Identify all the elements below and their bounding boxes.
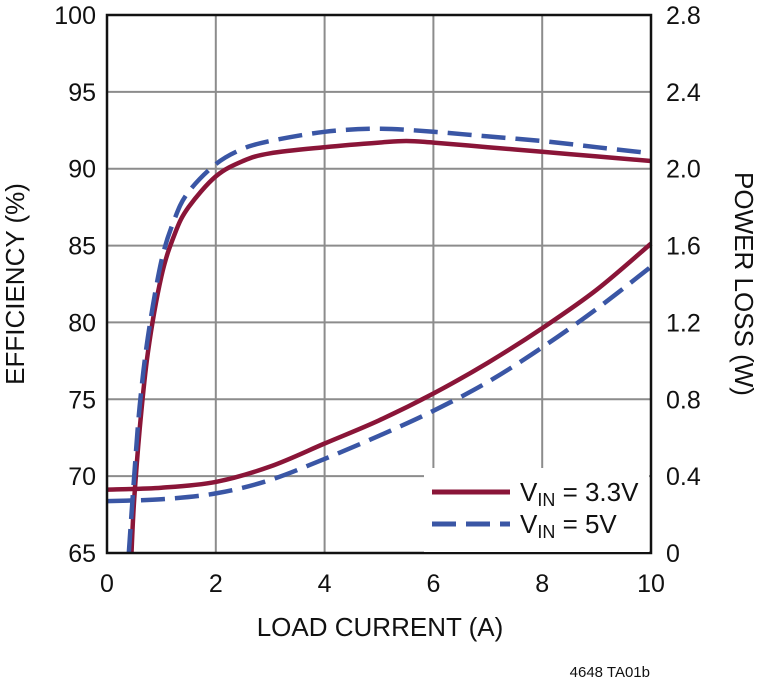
y-left-tick-label: 70 — [68, 463, 96, 491]
x-tick-label: 2 — [209, 570, 223, 598]
legend-box — [424, 468, 649, 552]
x-axis-label: LOAD CURRENT (A) — [257, 612, 504, 642]
power-loss-curve-vin-3v3 — [106, 241, 653, 492]
y-right-axis-label: POWER LOSS (W) — [729, 172, 759, 396]
y-left-axis-label: EFFICIENCY (%) — [0, 183, 30, 385]
y-left-tick-label: 95 — [68, 79, 96, 107]
x-tick-label: 8 — [535, 570, 549, 598]
legend: VIN = 3.3V VIN = 5V — [424, 468, 649, 552]
y-right-tick-label: 2.8 — [666, 2, 701, 30]
x-tick-label: 0 — [100, 570, 114, 598]
y-right-tick-label: 0 — [666, 540, 680, 568]
y-left-tick-labels: 65 70 75 80 85 90 95 100 — [54, 2, 96, 568]
y-left-tick-label: 85 — [68, 233, 96, 261]
x-tick-label: 4 — [318, 570, 332, 598]
y-right-tick-label: 1.6 — [666, 233, 701, 261]
x-tick-labels: 0 2 4 6 8 10 — [100, 570, 665, 598]
figure-code: 4648 TA01b — [570, 664, 650, 681]
y-left-tick-label: 80 — [68, 309, 96, 337]
y-left-tick-label: 65 — [68, 540, 96, 568]
y-left-tick-label: 90 — [68, 156, 96, 184]
legend-entry-vin-3v3: VIN = 3.3V — [520, 477, 639, 510]
legend-entry-vin-5v: VIN = 5V — [520, 509, 617, 542]
curves — [106, 126, 653, 554]
y-right-tick-label: 1.2 — [666, 309, 701, 337]
y-right-tick-labels: 0 0.4 0.8 1.2 1.6 2.0 2.4 2.8 — [666, 2, 701, 568]
y-right-tick-label: 2.0 — [666, 156, 701, 184]
x-tick-label: 10 — [637, 570, 665, 598]
power-loss-curve-vin-5v — [106, 264, 653, 504]
plot-frame — [105, 13, 653, 555]
y-right-tick-label: 0.8 — [666, 386, 701, 414]
y-left-tick-label: 100 — [54, 2, 96, 30]
y-right-tick-label: 2.4 — [666, 79, 701, 107]
efficiency-curve-vin-5v — [126, 126, 652, 554]
y-left-tick-label: 75 — [68, 386, 96, 414]
y-right-tick-label: 0.4 — [666, 463, 701, 491]
x-tick-label: 6 — [426, 570, 440, 598]
